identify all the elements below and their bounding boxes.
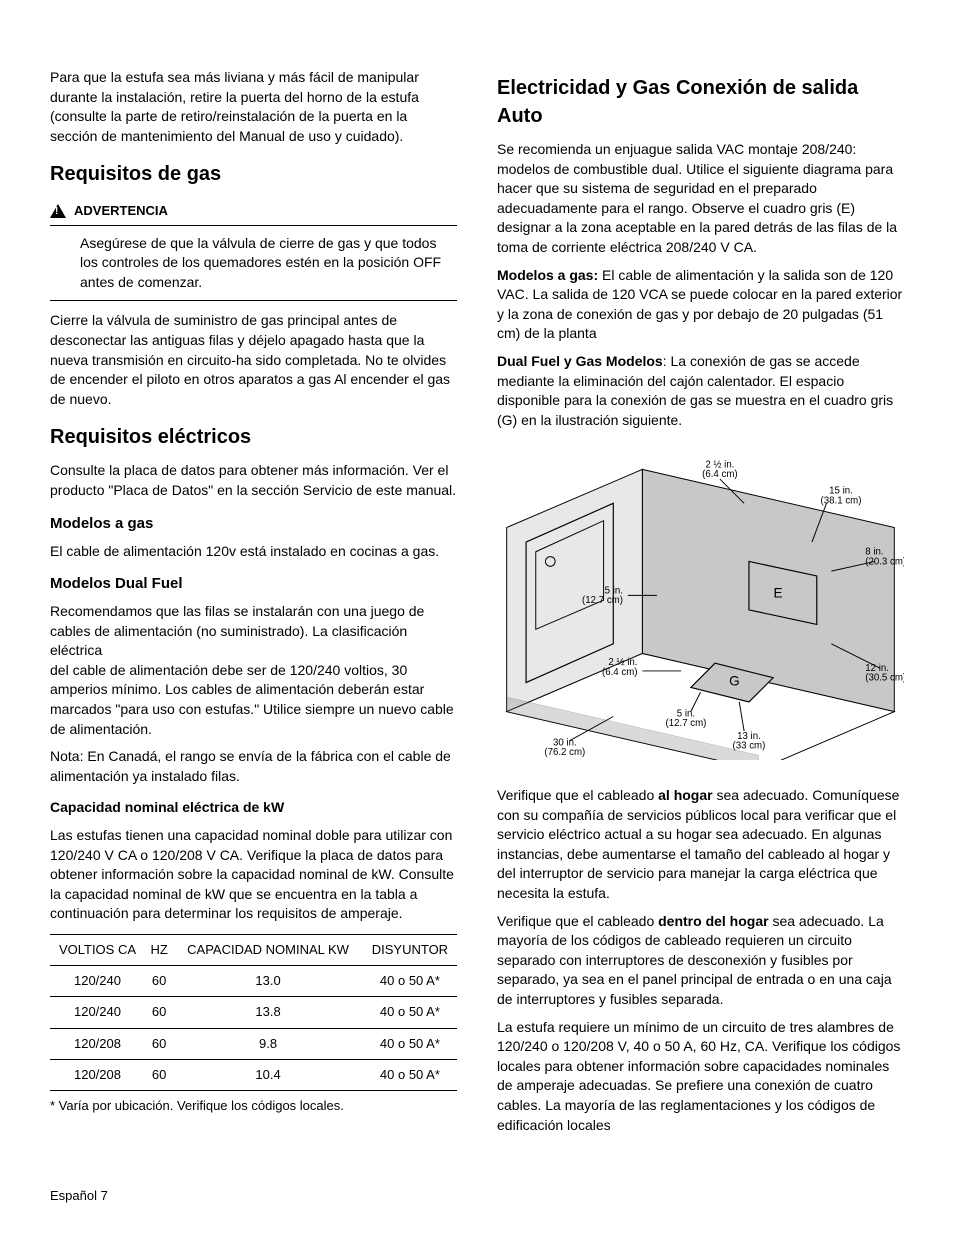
electrical-requirements-heading: Requisitos eléctricos: [50, 423, 457, 451]
th-kw: CAPACIDAD NOMINAL KW: [173, 935, 363, 966]
table-row: 120/240 60 13.8 40 o 50 A*: [50, 997, 457, 1028]
table-header-row: VOLTIOS CA HZ CAPACIDAD NOMINAL KW DISYU…: [50, 935, 457, 966]
th-breaker: DISYUNTOR: [363, 935, 457, 966]
dual-fuel-heading: Modelos Dual Fuel: [50, 573, 457, 594]
table-row: 120/208 60 9.8 40 o 50 A*: [50, 1028, 457, 1059]
th-hz: HZ: [145, 935, 173, 966]
gas-models-paragraph: El cable de alimentación 120v está insta…: [50, 542, 457, 562]
dim-9: 30 in.(76.2 cm): [544, 738, 585, 759]
elec-req-paragraph: Consulte la placa de datos para obtener …: [50, 461, 457, 500]
table-row: 120/240 60 13.0 40 o 50 A*: [50, 966, 457, 997]
outlet-gas-models: Modelos a gas: El cable de alimentación …: [497, 266, 904, 344]
left-column: Para que la estufa sea más liviana y más…: [50, 60, 457, 1143]
dual-fuel-note: Nota: En Canadá, el rango se envía de la…: [50, 747, 457, 786]
dim-8: 12 in.(30.5 cm): [865, 663, 904, 684]
gas-models-bold: Modelos a gas:: [497, 267, 598, 283]
electrical-table: VOLTIOS CA HZ CAPACIDAD NOMINAL KW DISYU…: [50, 934, 457, 1091]
dual-models-bold: Dual Fuel y Gas Modelos: [497, 353, 663, 369]
warning-label: ADVERTENCIA: [74, 202, 168, 220]
outlet-p1: Se recomienda un enjuague salida VAC mon…: [497, 140, 904, 258]
diagram-label-E: E: [774, 586, 783, 601]
dim-7: 13 in.(33 cm): [733, 731, 766, 752]
dual-fuel-p1: Recomendamos que las filas se instalarán…: [50, 602, 457, 661]
dim-2: 15 in.(38.1 cm): [821, 486, 862, 507]
table-row: 120/208 60 10.4 40 o 50 A*: [50, 1059, 457, 1090]
gas-requirements-heading: Requisitos de gas: [50, 160, 457, 188]
outlet-connection-heading: Electricidad y Gas Conexión de salida Au…: [497, 74, 904, 130]
installation-diagram: E G 2 ½ in.(6.4 cm) 15 in.(38.1 cm) 8 in…: [497, 450, 904, 760]
warning-body: Asegúrese de que la válvula de cierre de…: [50, 226, 457, 302]
intro-paragraph: Para que la estufa sea más liviana y más…: [50, 68, 457, 146]
circuit-requirements: La estufa requiere un mínimo de un circu…: [497, 1018, 904, 1136]
warning-box: ADVERTENCIA Asegúrese de que la válvula …: [50, 198, 457, 301]
th-volts: VOLTIOS CA: [50, 935, 145, 966]
table-footnote: * Varía por ubicación. Verifique los cód…: [50, 1097, 457, 1115]
dual-fuel-p2: del cable de alimentación debe ser de 12…: [50, 661, 457, 739]
warning-icon: [50, 204, 66, 218]
diagram-label-G: G: [729, 674, 740, 689]
verify-home-wiring: Verifique que el cableado al hogar sea a…: [497, 786, 904, 904]
verify-inside-wiring: Verifique que el cableado dentro del hog…: [497, 912, 904, 1010]
outlet-dual-models: Dual Fuel y Gas Modelos: La conexión de …: [497, 352, 904, 430]
right-column: Electricidad y Gas Conexión de salida Au…: [497, 60, 904, 1143]
kw-heading: Capacidad nominal eléctrica de kW: [50, 798, 457, 818]
gas-req-paragraph: Cierre la válvula de suministro de gas p…: [50, 311, 457, 409]
gas-models-heading: Modelos a gas: [50, 513, 457, 534]
dim-1: 2 ½ in.(6.4 cm): [702, 460, 738, 481]
page-footer: Español 7: [50, 1187, 108, 1205]
kw-paragraph: Las estufas tienen una capacidad nominal…: [50, 826, 457, 924]
